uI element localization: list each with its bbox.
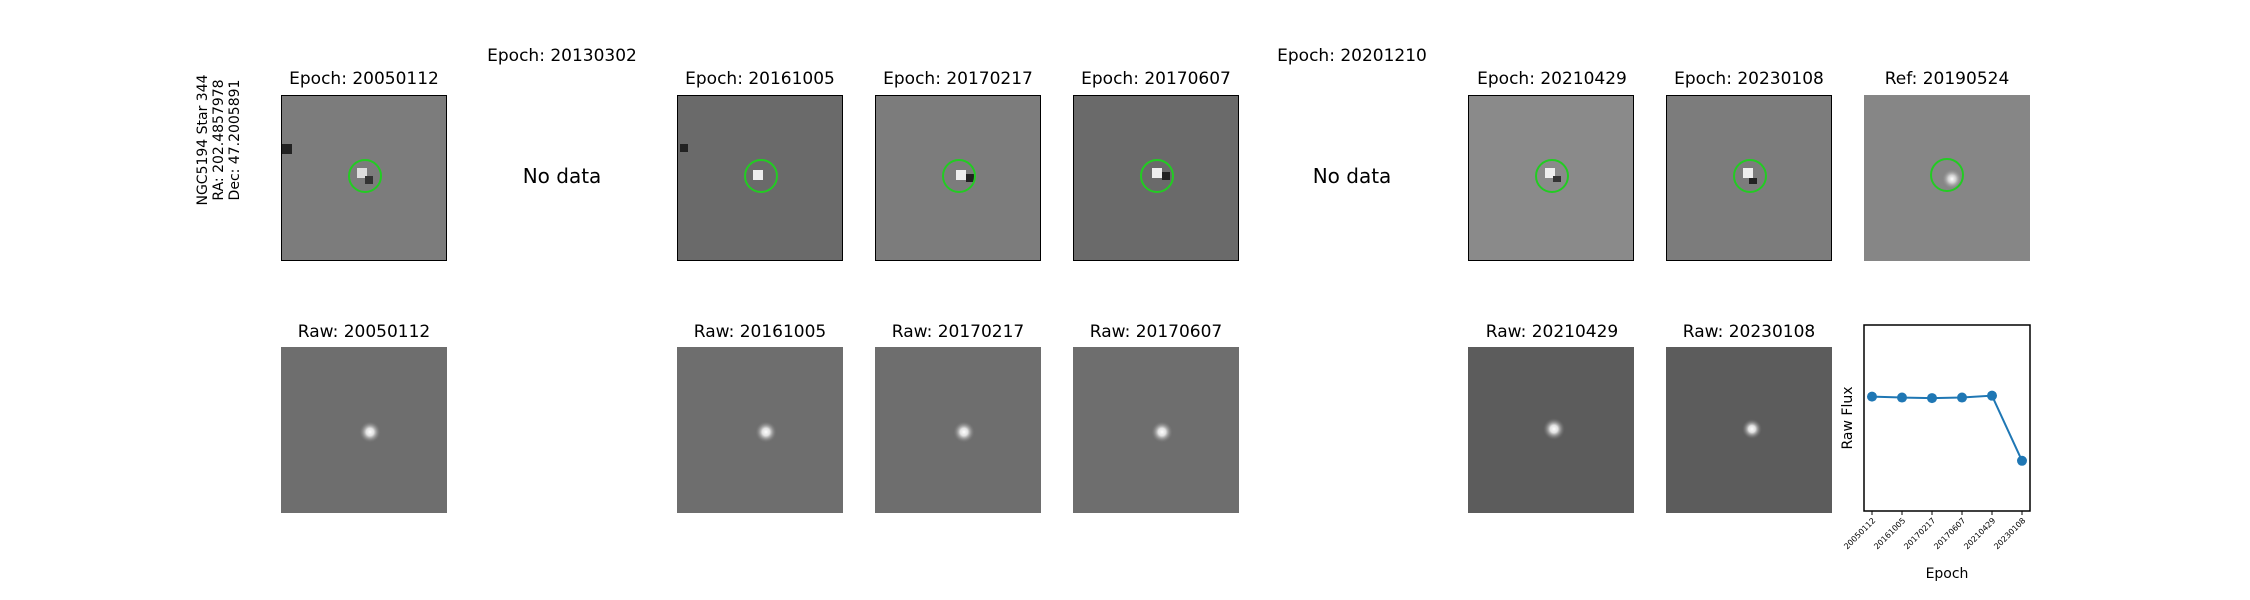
epoch-title-20201210: Epoch: 20201210 [1277, 46, 1427, 66]
flux-point-20170217 [1927, 393, 1937, 404]
raw-image-content [1151, 421, 1173, 443]
difference-image-content [1140, 159, 1174, 193]
target-circle [942, 159, 976, 193]
difference-image-content [1733, 159, 1767, 193]
target-circle [348, 159, 382, 193]
flux-point-20050112 [1867, 391, 1877, 402]
flux-point-20230108 [2017, 455, 2027, 466]
raw-flux-chart: 2005011220161005201702172017060720210429… [1840, 324, 2031, 582]
ref-title-20190524: Ref: 20190524 [1884, 69, 2010, 89]
x-tick-label-20230108: 20230108 [1992, 516, 2027, 551]
epoch-title-20161005: Epoch: 20161005 [685, 69, 835, 89]
target-circle [1535, 159, 1569, 193]
star-dec: Dec: 47.2005891 [227, 79, 243, 201]
difference-image-content [282, 144, 382, 193]
epoch-title-20170217: Epoch: 20170217 [883, 69, 1033, 89]
epoch-title-20210429: Epoch: 20210429 [1477, 69, 1627, 89]
flux-point-20210429 [1987, 390, 1997, 401]
epoch-title-20170607: Epoch: 20170607 [1081, 69, 1231, 89]
epoch-title-20050112: Epoch: 20050112 [289, 69, 439, 89]
difference-image-content [1535, 159, 1569, 193]
raw-image-20170217 [875, 347, 1041, 513]
difference-image-20230108 [1666, 95, 1832, 261]
raw-title-20050112: Raw: 20050112 [297, 322, 431, 342]
raw-title-20230108: Raw: 20230108 [1682, 322, 1816, 342]
raw-title-20170217: Raw: 20170217 [891, 322, 1025, 342]
raw-image-20170607 [1073, 347, 1239, 513]
difference-image-content [680, 144, 778, 193]
epoch-title-20230108: Epoch: 20230108 [1674, 69, 1824, 89]
difference-image-content [942, 159, 976, 193]
target-circle [1930, 158, 1964, 192]
difference-image-20170607 [1073, 95, 1239, 261]
raw-title-20210429: Raw: 20210429 [1485, 322, 1619, 342]
raw-image-content [1543, 418, 1565, 440]
chart-axes-frame [1863, 324, 2031, 512]
star-ra: RA: 202.4857978 [211, 79, 227, 201]
raw-title-20170607: Raw: 20170607 [1089, 322, 1223, 342]
target-circle [744, 159, 778, 193]
flux-point-20161005 [1897, 392, 1907, 403]
target-circle [1733, 159, 1767, 193]
flux-point-20170607 [1957, 392, 1967, 403]
no-data-text-20201210: No data [1312, 164, 1392, 188]
reference-image-20190524 [1864, 95, 2030, 261]
raw-image-20161005 [677, 347, 843, 513]
epoch-title-20130302: Epoch: 20130302 [487, 46, 637, 66]
raw-image-20230108 [1666, 347, 1832, 513]
no-data-text-20130302: No data [522, 164, 602, 188]
reference-image-content [1930, 158, 1964, 192]
difference-image-20210429 [1468, 95, 1634, 261]
raw-title-20161005: Raw: 20161005 [693, 322, 827, 342]
raw-image-20050112 [281, 347, 447, 513]
difference-image-20161005 [677, 95, 843, 261]
target-circle [1140, 159, 1174, 193]
raw-image-20210429 [1468, 347, 1634, 513]
raw-image-content [953, 421, 975, 443]
x-axis-label: Epoch [1926, 566, 1969, 582]
raw-image-content [755, 421, 777, 443]
raw-image-content [359, 421, 381, 443]
raw-image-content [1742, 419, 1762, 439]
difference-image-20050112 [281, 95, 447, 261]
star-name: NGC5194 Star 344 [195, 74, 211, 206]
flux-series-line [1871, 394, 2023, 462]
star-label: NGC5194 Star 344 RA: 202.4857978 Dec: 47… [195, 40, 243, 240]
y-axis-label: Raw Flux [1840, 387, 1856, 450]
difference-image-20170217 [875, 95, 1041, 261]
